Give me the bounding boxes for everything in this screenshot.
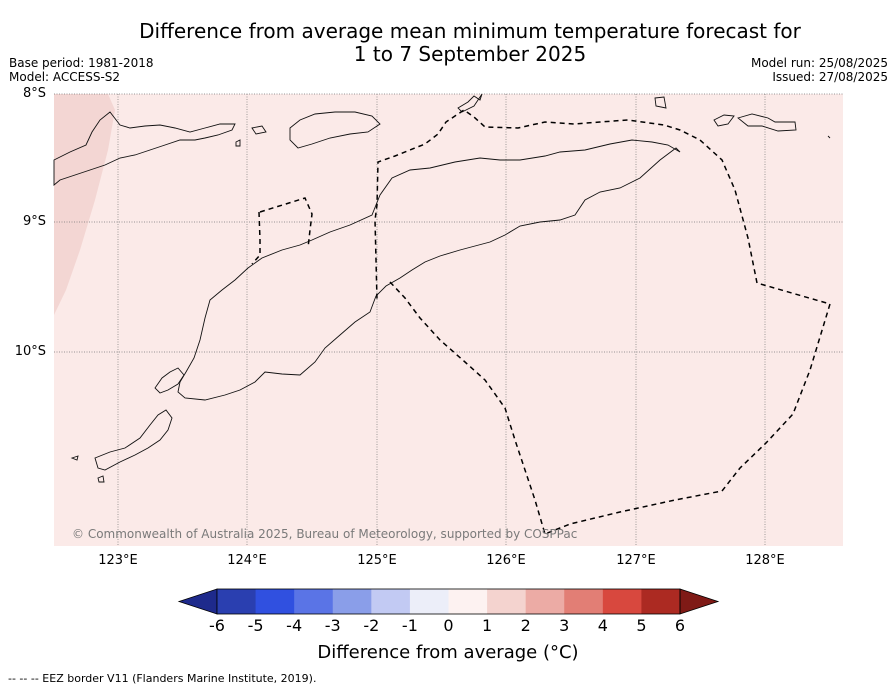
- colorbar-segment: [409, 589, 449, 614]
- lon-label-126e: 126°E: [486, 553, 526, 568]
- colorbar-tick-label: 6: [674, 616, 686, 635]
- islet-3: [654, 96, 667, 109]
- footer-legend: -- -- -- EEZ border V11 (Flanders Marine…: [8, 672, 317, 685]
- colorbar-extend-high: [679, 588, 720, 615]
- lon-label-128e: 128°E: [745, 553, 785, 568]
- colorbar-segment: [525, 589, 565, 614]
- colorbar-tick-label: 2: [520, 616, 531, 635]
- colorbar-title: Difference from average (°C): [317, 642, 579, 663]
- colorbar-tick-label: 4: [597, 616, 608, 635]
- colorbar-segment: [487, 589, 527, 614]
- wetar-coastline: [457, 93, 483, 113]
- eez-border-main: [374, 109, 831, 536]
- sumba-south-coastline: [94, 409, 173, 471]
- flores-coastline: [53, 111, 236, 186]
- small-island-1: [251, 125, 267, 135]
- rote-coastline: [154, 367, 185, 394]
- colorbar-segment: [564, 589, 604, 614]
- colorbar: [177, 588, 720, 615]
- copyright-text: © Commonwealth of Australia 2025, Bureau…: [72, 527, 577, 541]
- coastlines: [53, 93, 831, 483]
- colorbar-segment: [332, 589, 372, 614]
- colorbar-tick-label: 3: [559, 616, 570, 635]
- islet-6: [827, 135, 831, 139]
- colorbar-segment: [294, 589, 334, 614]
- eez-borders: [251, 109, 831, 536]
- islet-1: [70, 455, 79, 461]
- colorbar-segment: [602, 589, 642, 614]
- gridlines: [54, 93, 843, 546]
- chart-title: Difference from average mean minimum tem…: [100, 20, 840, 66]
- issued-date: Issued: 27/08/2025: [772, 70, 888, 84]
- title-line-1: Difference from average mean minimum tem…: [139, 19, 801, 43]
- colorbar-tick-label: 1: [481, 616, 493, 635]
- colorbar-outline: [216, 588, 681, 615]
- colorbar-segment: [217, 589, 257, 614]
- model-run: Model run: 25/08/2025: [750, 56, 888, 70]
- cooler-region: [54, 94, 115, 315]
- timor-coastline: [177, 139, 681, 401]
- lat-label-9s: 9°S: [22, 214, 46, 229]
- lat-label-8s: 8°S: [22, 86, 46, 101]
- islet-4: [713, 114, 735, 127]
- base-period: Base period: 1981-2018: [9, 56, 154, 70]
- colorbar-tick-label: 0: [443, 616, 454, 635]
- colorbar-tick-label: 5: [636, 616, 647, 635]
- small-island-2: [235, 139, 241, 147]
- islet-2: [97, 475, 105, 483]
- colorbar-tick-label: -4: [286, 616, 303, 635]
- lat-label-10s: 10°S: [14, 344, 46, 359]
- lon-label-123e: 123°E: [98, 553, 138, 568]
- eez-border-enclave: [251, 197, 313, 265]
- lon-label-127e: 127°E: [616, 553, 656, 568]
- colorbar-tick-label: -5: [247, 616, 264, 635]
- model-name: Model: ACCESS-S2: [9, 70, 121, 84]
- alor-coastline: [289, 111, 381, 149]
- colorbar-segment: [641, 589, 681, 614]
- colorbar-segment: [255, 589, 295, 614]
- colorbar-segment: [371, 589, 411, 614]
- colorbar-tick-label: -6: [209, 616, 225, 635]
- colorbar-segment: [448, 589, 488, 614]
- meta-left: Base period: 1981-2018 Model: ACCESS-S2: [9, 56, 154, 84]
- lon-label-124e: 124°E: [227, 553, 267, 568]
- map-background: [54, 94, 843, 546]
- lon-label-125e: 125°E: [357, 553, 397, 568]
- islet-5: [737, 113, 797, 132]
- colorbar-tick-label: -3: [324, 616, 341, 635]
- colorbar-tick-label: -2: [363, 616, 380, 635]
- title-line-2: 1 to 7 September 2025: [353, 42, 587, 66]
- colorbar-tick-label: -1: [401, 616, 418, 635]
- colorbar-extend-low: [177, 588, 218, 615]
- meta-right: Model run: 25/08/2025 Issued: 27/08/2025: [751, 56, 888, 84]
